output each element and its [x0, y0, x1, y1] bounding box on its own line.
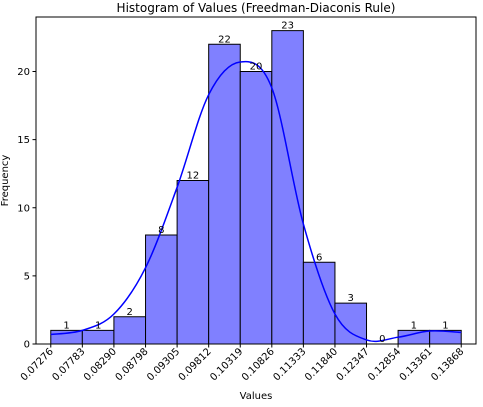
histogram-bar: [113, 316, 147, 345]
histogram-bar: [271, 30, 304, 345]
bar-count-label: 1: [95, 320, 101, 331]
x-tick-label: 0.12854: [366, 346, 403, 383]
y-axis-label: Frequency: [0, 155, 11, 207]
bar-count-label: 23: [281, 21, 294, 32]
kde-curve-line: [50, 60, 462, 343]
plot-frame: [35, 16, 477, 345]
x-tick-label: 0.10319: [208, 346, 245, 383]
chart-title: Histogram of Values (Freedman-Diaconis R…: [117, 1, 396, 15]
x-axis-label: Values: [240, 391, 273, 402]
y-tick-label: 15: [17, 135, 30, 146]
x-tick-label: 0.08290: [82, 346, 119, 383]
y-tick-label: 10: [17, 203, 30, 214]
histogram-bar: [145, 234, 178, 345]
bar-count-label: 22: [218, 34, 231, 45]
kde-group: [50, 60, 462, 343]
x-tick-label: 0.10826: [240, 346, 277, 383]
bar-count-label: 6: [316, 252, 322, 263]
histogram-bar: [176, 180, 210, 345]
x-tick-label: 0.07276: [19, 346, 56, 383]
x-tick-label: 0.07783: [50, 346, 87, 383]
histogram-bar: [50, 329, 83, 345]
bar-count-label: 1: [63, 320, 69, 331]
bar-count-label: 1: [442, 320, 448, 331]
bar-count-label: 12: [187, 171, 200, 182]
x-tick-label: 0.09812: [177, 346, 214, 383]
bars-group: [50, 30, 462, 345]
histogram-bar: [239, 71, 273, 345]
bar-count-label: 0: [379, 334, 385, 345]
x-tick-label: 0.11840: [303, 346, 340, 383]
bar-count-label: 8: [158, 225, 164, 236]
bar-count-label: 2: [127, 307, 133, 318]
bar-count-label: 1: [411, 320, 417, 331]
histogram-bar: [81, 329, 115, 345]
x-tick-label: 0.08798: [114, 346, 151, 383]
x-tick-label: 0.12347: [335, 346, 372, 383]
bar-count-label: 3: [348, 293, 354, 304]
y-tick-label: 20: [17, 67, 30, 78]
x-tick-label: 0.09305: [145, 346, 182, 383]
x-tick-label: 0.11333: [271, 346, 308, 383]
histogram-bar: [397, 329, 431, 345]
y-tick-label: 0: [24, 340, 30, 351]
histogram-bar: [208, 43, 241, 345]
y-tick-label: 5: [24, 271, 30, 282]
x-tick-label: 0.13868: [429, 346, 466, 383]
bar-count-label: 20: [250, 62, 263, 73]
x-tick-label: 0.13361: [398, 346, 435, 383]
